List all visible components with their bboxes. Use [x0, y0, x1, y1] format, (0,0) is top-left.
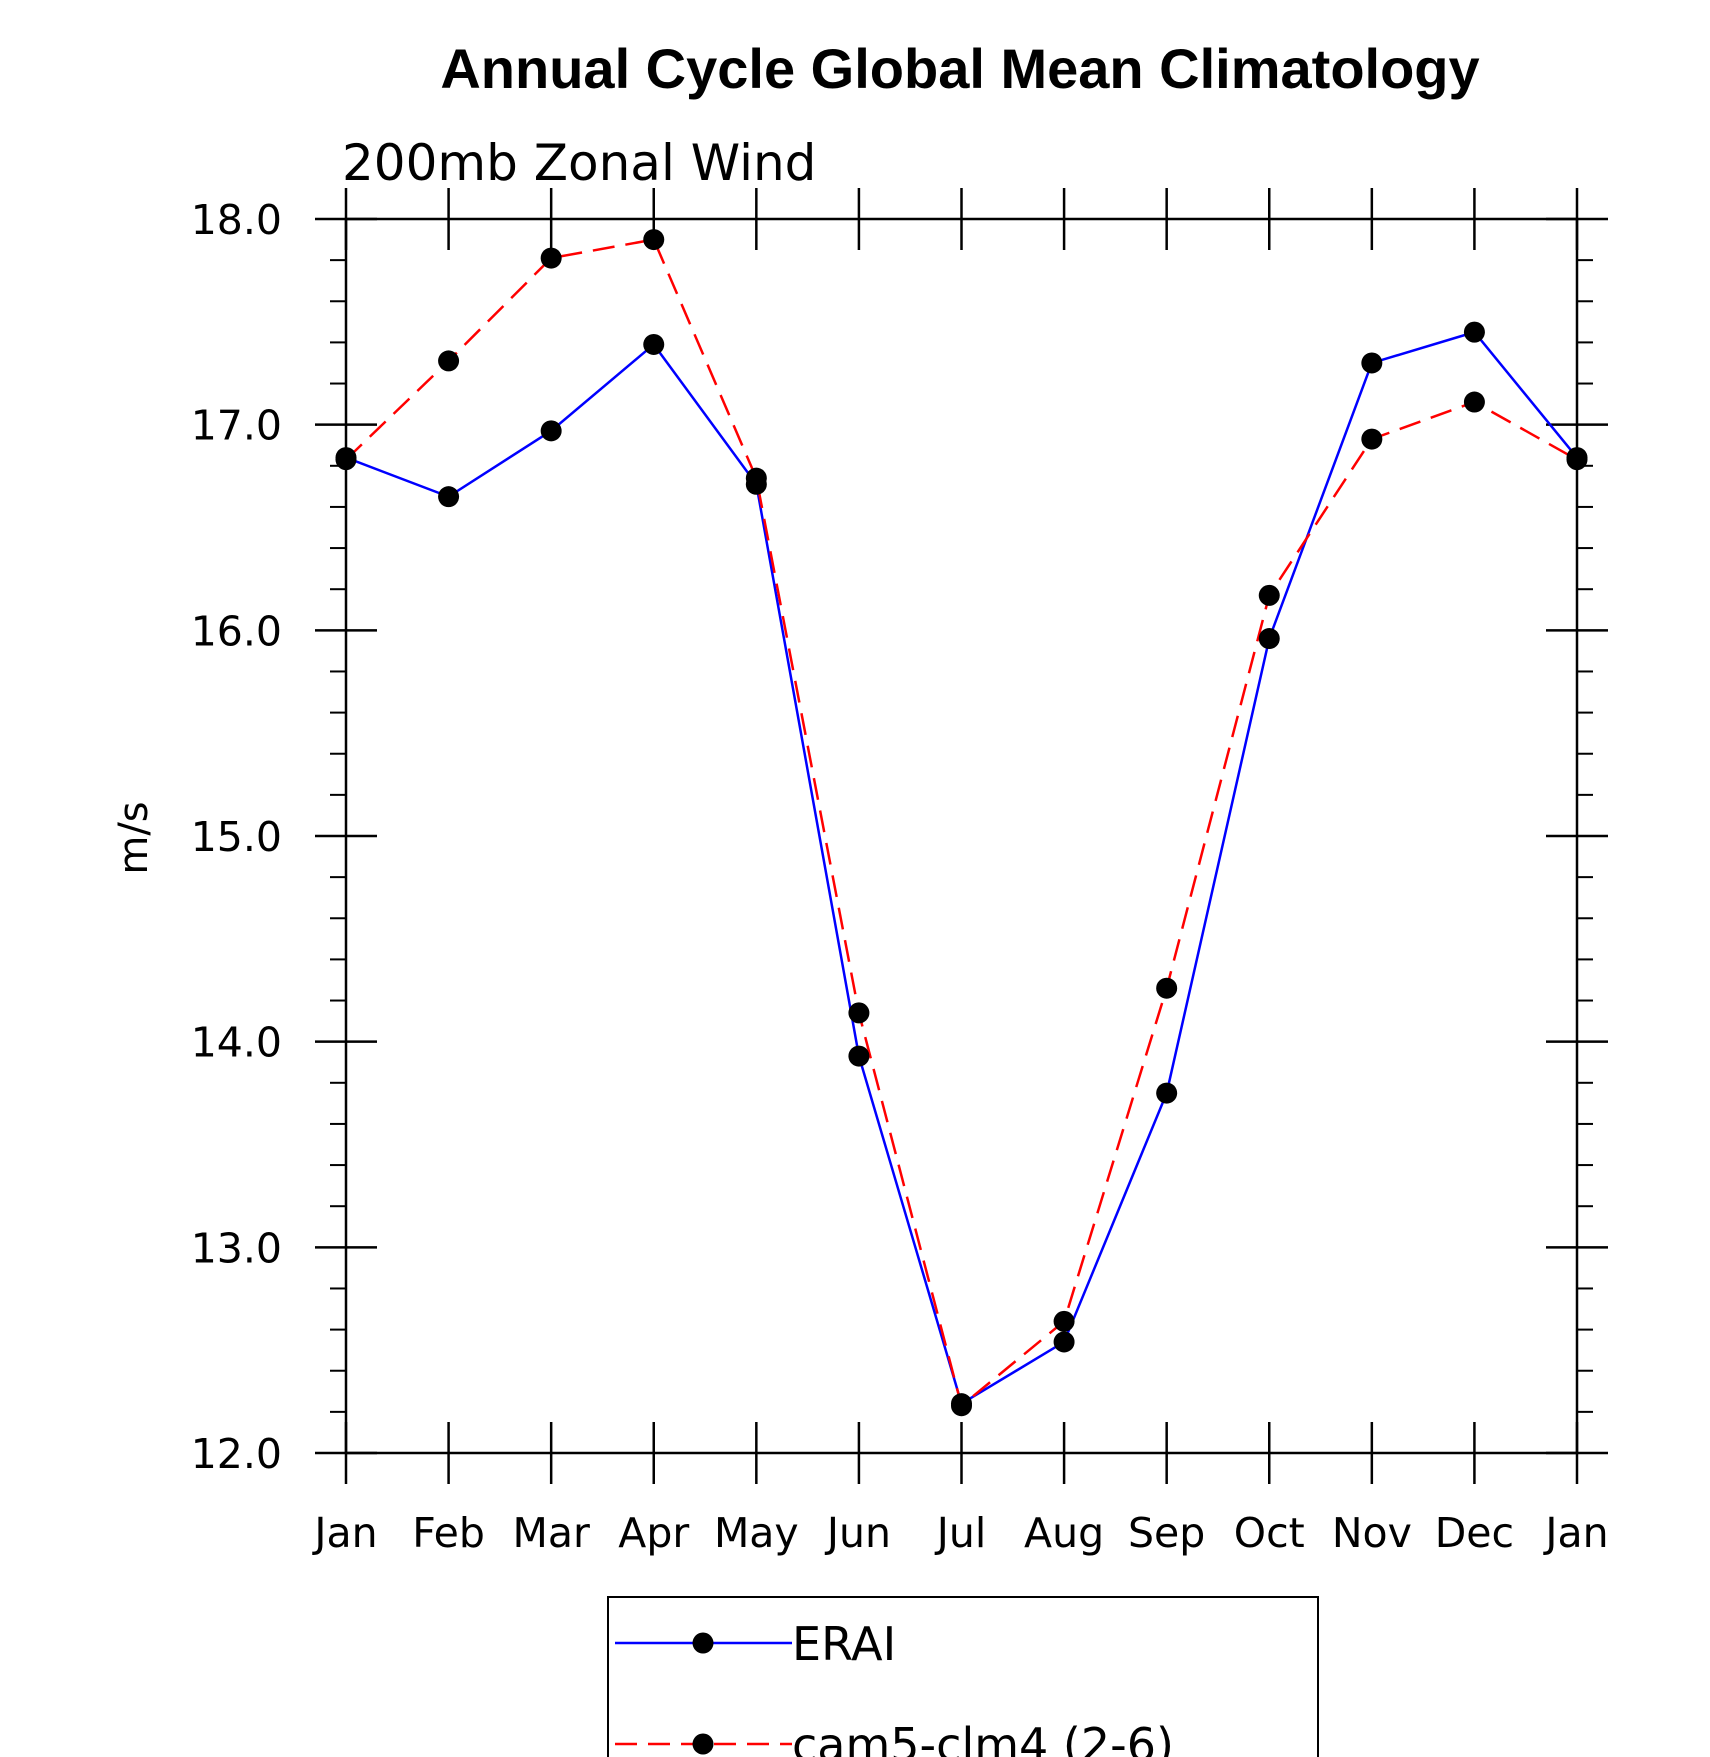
- tick-marks: [315, 188, 1608, 1484]
- y-tick-label: 16.0: [191, 607, 282, 655]
- data-point-erai: [1156, 1082, 1178, 1104]
- data-point-cam5-clm4: [745, 467, 767, 489]
- x-tick-label: Jan: [1542, 1509, 1608, 1557]
- x-tick-label: Apr: [618, 1509, 689, 1557]
- data-point-cam5-clm4: [848, 1002, 870, 1024]
- data-point-erai: [438, 486, 460, 508]
- data-point-erai: [1463, 321, 1485, 343]
- series-layer: [335, 229, 1588, 1417]
- data-point-erai: [1258, 628, 1280, 650]
- data-point-erai: [1361, 352, 1383, 374]
- data-point-cam5-clm4: [438, 350, 460, 372]
- data-point-cam5-clm4: [1463, 391, 1485, 413]
- series-line-erai: [345, 330, 1578, 1406]
- x-tick-label: Dec: [1435, 1509, 1514, 1557]
- data-point-cam5-clm4: [1053, 1310, 1075, 1332]
- data-point-cam5-clm4: [643, 229, 665, 251]
- legend-label-cam5-clm4: cam5-clm4 (2-6): [792, 1718, 1174, 1757]
- series-line-cam5-clm4: [345, 238, 1578, 1408]
- x-tick-label: Jun: [824, 1509, 891, 1557]
- data-point-erai: [848, 1045, 870, 1067]
- x-tick-labels: Jan Feb Mar Apr May Jun Jul Aug Sep Oct Nov Dec Jan: [311, 1509, 1608, 1557]
- data-point-cam5-clm4: [1258, 584, 1280, 606]
- x-tick-label: May: [714, 1509, 799, 1557]
- x-tick-label: Nov: [1332, 1509, 1412, 1557]
- x-tick-label: Jan: [311, 1509, 377, 1557]
- data-point-erai: [540, 420, 562, 442]
- plot-frame: [344, 217, 1579, 1455]
- y-tick-labels: 12.0 13.0 14.0 15.0 16.0 17.0 18.0: [191, 196, 282, 1478]
- x-tick-label: Jul: [934, 1509, 986, 1557]
- data-point-cam5-clm4: [951, 1395, 972, 1417]
- legend-box: [607, 1596, 1319, 1757]
- legend: ERAI cam5-clm4 (2-6): [607, 1596, 1319, 1757]
- data-point-erai: [1053, 1331, 1075, 1353]
- x-tick-label: Mar: [512, 1509, 589, 1557]
- x-tick-label: Oct: [1234, 1509, 1305, 1557]
- data-point-erai: [643, 333, 665, 355]
- legend-marker-erai: [692, 1632, 714, 1654]
- legend-marker-cam5-clm4: [692, 1733, 714, 1755]
- y-tick-label: 18.0: [191, 196, 282, 244]
- x-tick-label: Sep: [1128, 1509, 1205, 1557]
- data-point-cam5-clm4: [1361, 428, 1383, 450]
- legend-label-erai: ERAI: [792, 1617, 896, 1671]
- data-point-cam5-clm4: [1156, 977, 1178, 999]
- y-tick-label: 15.0: [191, 813, 282, 861]
- chart-subtitle: 200mb Zonal Wind: [342, 134, 816, 192]
- x-tick-label: Feb: [412, 1509, 485, 1557]
- y-tick-label: 14.0: [191, 1019, 282, 1067]
- x-tick-label: Aug: [1024, 1509, 1104, 1557]
- y-tick-label: 13.0: [191, 1224, 282, 1272]
- y-axis-label: m/s: [111, 801, 157, 874]
- data-point-cam5-clm4: [540, 247, 562, 269]
- chart-title: Annual Cycle Global Mean Climatology: [440, 37, 1479, 100]
- y-tick-label: 17.0: [191, 402, 282, 450]
- y-tick-label: 12.0: [191, 1430, 282, 1478]
